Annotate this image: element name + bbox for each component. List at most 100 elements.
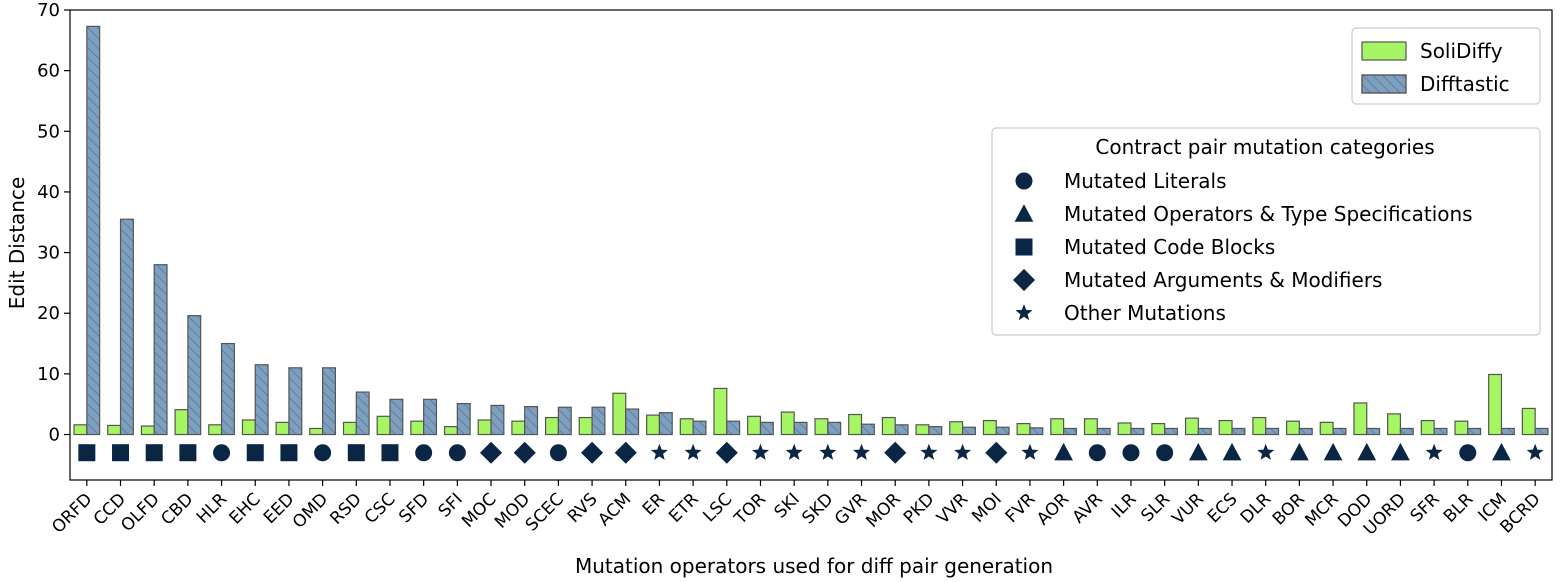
bar-solidiffy-orfd (73, 424, 88, 436)
bar-solidiffy-mcr (1319, 421, 1334, 436)
marker-triangle-aor (1054, 442, 1073, 461)
bar-difftastic-mcr (1332, 427, 1347, 436)
bar-solidiffy-vvr (949, 421, 964, 436)
bar-difftastic-cbd (187, 315, 202, 436)
x-tick-label: BOR (1269, 489, 1309, 529)
marker-triangle-uord (1391, 442, 1410, 461)
bar-solidiffy-aor (1050, 418, 1065, 436)
bar-solidiffy-icm (1488, 373, 1503, 436)
x-tick-label: SLR (1137, 489, 1174, 526)
x-tick-label: ORFD (48, 489, 96, 537)
bar-difftastic-ecs (1231, 427, 1246, 436)
y-tick-label: 30 (37, 243, 60, 264)
bar-solidiffy-slr (1151, 423, 1166, 436)
bar-difftastic-sfr (1433, 427, 1448, 436)
x-tick-label: RVS (564, 489, 602, 527)
x-tick-label: ETR (665, 489, 703, 527)
bar-solidiffy-ccd (107, 424, 122, 436)
svg-text:Mutated Code Blocks: Mutated Code Blocks (1064, 235, 1275, 259)
x-tick-label: HLR (193, 489, 231, 527)
marker-star-pkd (920, 443, 938, 460)
bar-solidiffy-hlr (208, 424, 223, 436)
bar-solidiffy-bor (1285, 420, 1300, 436)
x-tick-label: MOR (862, 489, 904, 531)
marker-diamond-rvs (581, 441, 604, 464)
marker-square-olfd (145, 444, 163, 462)
x-tick-label: SCEC (522, 489, 568, 535)
marker-star-etr (684, 443, 702, 460)
bar-solidiffy-omd (309, 427, 324, 436)
x-tick-label: ER (639, 489, 669, 519)
svg-text:SoliDiffy: SoliDiffy (1420, 39, 1503, 63)
marker-triangle-ecs (1222, 442, 1242, 461)
bar-solidiffy-ilr (1117, 422, 1132, 436)
marker-square-eed (280, 444, 298, 462)
bar-difftastic-csc (389, 398, 404, 436)
bar-difftastic-vur (1197, 427, 1212, 436)
y-tick-label: 50 (37, 121, 60, 142)
bar-solidiffy-mor (881, 416, 896, 436)
bar-solidiffy-rvs (578, 416, 593, 436)
marker-triangle-dod (1357, 442, 1377, 461)
y-tick-label: 40 (37, 182, 60, 203)
bar-difftastic-uord (1399, 427, 1414, 436)
category-legend-entry: Other Mutations (1015, 301, 1226, 325)
bar-solidiffy-er (646, 414, 661, 436)
bar-solidiffy-fvr (1016, 423, 1031, 436)
marker-circle-ilr (1122, 444, 1140, 462)
x-tick-label: ILR (1108, 489, 1141, 522)
x-tick-label: SFD (395, 489, 433, 527)
category-legend-entry: Mutated Code Blocks (1015, 235, 1275, 259)
bar-difftastic-moc (490, 404, 505, 436)
bar-solidiffy-blr (1454, 420, 1469, 436)
bar-difftastic-orfd (86, 25, 101, 436)
category-legend-entry: Mutated Arguments & Modifiers (1013, 268, 1382, 292)
bar-difftastic-mod (524, 406, 539, 436)
marker-star-er (650, 443, 668, 460)
marker-star-skd (819, 443, 837, 460)
marker-circle-scec (549, 444, 567, 462)
marker-star-bcrd (1526, 443, 1544, 460)
bar-difftastic-avr (1096, 427, 1111, 436)
bar-difftastic-rvs (591, 406, 606, 436)
bar-difftastic-aor (1063, 427, 1078, 436)
bar-solidiffy-vur (1184, 417, 1199, 436)
x-tick-label: MCR (1301, 489, 1342, 530)
y-axis-label: Edit Distance (5, 177, 29, 310)
bar-difftastic-fvr (1029, 427, 1044, 436)
bar-solidiffy-sfi (443, 426, 458, 436)
bar-solidiffy-dlr (1252, 416, 1267, 436)
x-tick-label: ECS (1204, 489, 1242, 527)
category-legend-entry: Mutated Literals (1015, 169, 1227, 193)
marker-star-vvr (954, 443, 972, 460)
bar-difftastic-sfi (456, 402, 471, 436)
triangle-icon (1014, 204, 1034, 222)
bar-difftastic-slr (1164, 427, 1179, 436)
bar-solidiffy-skd (814, 418, 829, 436)
x-tick-label: SFR (1407, 489, 1444, 526)
y-tick-label: 20 (37, 303, 60, 324)
x-tick-label: FVR (1002, 489, 1040, 527)
legend-entry-difftastic: Difftastic (1361, 72, 1510, 96)
bar-solidiffy-ehc (241, 419, 256, 436)
x-tick-label: VVR (933, 489, 972, 528)
bar-difftastic-ilr (1130, 427, 1145, 436)
bar-solidiffy-avr (1083, 418, 1098, 436)
marker-triangle-vur (1189, 442, 1208, 461)
category-legend-title: Contract pair mutation categories (1095, 135, 1434, 159)
marker-circle-slr (1156, 444, 1174, 462)
bar-solidiffy-tor (747, 415, 762, 436)
bar-solidiffy-gvr (848, 413, 863, 436)
marker-circle-blr (1459, 444, 1477, 462)
marker-star-tor (752, 443, 769, 460)
marker-square-csc (381, 444, 399, 462)
marker-circle-avr (1088, 444, 1106, 462)
x-tick-label: AOR (1033, 489, 1073, 529)
bar-difftastic-etr (692, 420, 707, 436)
bar-difftastic-omd (322, 367, 337, 436)
x-tick-label: RSD (326, 489, 365, 528)
x-tick-label: SKD (798, 489, 837, 528)
bar-solidiffy-bcrd (1521, 407, 1536, 436)
diamond-icon (1013, 268, 1035, 292)
marker-circle-sfi (448, 444, 466, 462)
